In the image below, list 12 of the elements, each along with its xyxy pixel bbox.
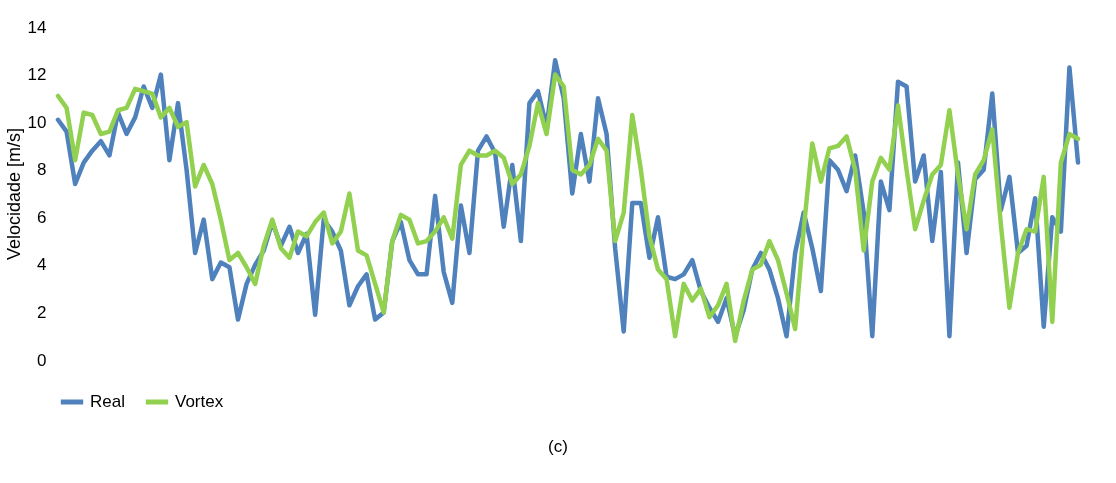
y-tick-label: 0	[37, 350, 47, 370]
legend-label: Vortex	[175, 392, 224, 411]
y-axis-title: Velocidade [m/s]	[3, 127, 24, 261]
y-tick-label: 8	[37, 160, 47, 180]
y-tick-label: 14	[27, 17, 47, 37]
y-tick-label: 12	[27, 65, 47, 85]
y-tick-label: 2	[37, 302, 47, 322]
legend-label: Real	[90, 392, 125, 411]
text: (c)	[547, 437, 569, 457]
y-tick-label: 4	[37, 255, 47, 275]
y-tick-label: 6	[37, 207, 47, 227]
y-tick-label: 10	[27, 112, 47, 132]
